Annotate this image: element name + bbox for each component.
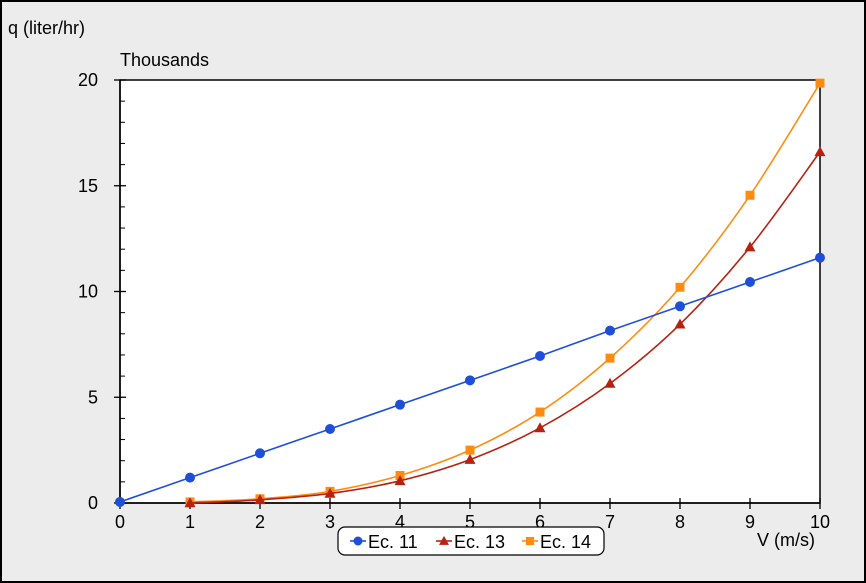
series-layer — [115, 78, 826, 508]
legend-box — [337, 526, 605, 556]
data-point — [465, 375, 475, 386]
x-tick-label: 4 — [395, 512, 405, 532]
data-point — [675, 301, 685, 312]
data-point — [815, 78, 825, 88]
legend-swatch-marker — [439, 535, 449, 545]
data-point — [184, 497, 196, 508]
y-tick-label: 20 — [78, 70, 98, 90]
axes: 0 5 10 15 20 0 1 2 3 4 5 6 7 8 9 10 — [78, 70, 830, 532]
data-point — [745, 190, 755, 200]
data-point — [604, 377, 616, 388]
x-tick-label: 8 — [675, 512, 685, 532]
legend-label: Ec. 11 — [368, 532, 418, 552]
data-point — [185, 472, 195, 483]
y-tick-label: 0 — [88, 493, 98, 513]
series-ec-11 — [115, 252, 825, 507]
legend-items: Ec. 11 Ec. 13 Ec. 14 — [350, 532, 591, 552]
x-tick-label: 5 — [465, 512, 475, 532]
data-point — [395, 399, 405, 410]
data-point — [744, 241, 756, 252]
data-point — [675, 282, 685, 292]
legend-label: Ec. 14 — [540, 532, 591, 552]
x-tick-label: 1 — [185, 512, 195, 532]
data-point — [815, 252, 825, 263]
x-tick-label: 0 — [115, 512, 125, 532]
data-point — [605, 325, 615, 336]
data-point — [745, 276, 755, 287]
series-line — [189, 82, 821, 503]
x-tick-label: 7 — [605, 512, 615, 532]
data-point — [535, 351, 545, 362]
data-point — [255, 448, 265, 459]
y-axis-label: q (liter/hr) — [8, 18, 85, 38]
legend-item: Ec. 11 — [350, 532, 418, 552]
legend-item: Ec. 13 — [436, 532, 505, 552]
series-line — [189, 151, 821, 504]
legend-swatch-marker — [353, 536, 363, 546]
x-tick-label: 9 — [745, 512, 755, 532]
data-point — [325, 423, 335, 434]
data-point — [674, 318, 686, 329]
data-point — [814, 146, 826, 157]
y-tick-label: 10 — [78, 282, 98, 302]
legend-swatch-marker — [525, 536, 535, 546]
data-point — [254, 494, 266, 505]
series-ec-13 — [184, 146, 826, 508]
x-tick-label: 2 — [255, 512, 265, 532]
data-point — [465, 445, 475, 455]
legend: Ec. 11 Ec. 13 Ec. 14 — [337, 526, 605, 556]
data-point — [535, 407, 545, 417]
y-tick-label: 5 — [88, 387, 98, 407]
legend-item: Ec. 14 — [522, 532, 591, 552]
legend-label: Ec. 13 — [454, 532, 505, 552]
data-point — [324, 487, 336, 498]
data-point — [115, 496, 125, 507]
x-tick-label: 6 — [535, 512, 545, 532]
y-tick-label: 15 — [78, 176, 98, 196]
data-point — [534, 422, 546, 433]
y-axis-unit-note: Thousands — [120, 50, 209, 70]
data-point — [394, 475, 406, 486]
data-point — [605, 353, 615, 363]
data-point — [464, 453, 476, 464]
x-axis-label: V (m/s) — [757, 530, 815, 550]
plot-area — [119, 79, 821, 504]
x-tick-label: 3 — [325, 512, 335, 532]
x-tick-label: 10 — [810, 512, 830, 532]
